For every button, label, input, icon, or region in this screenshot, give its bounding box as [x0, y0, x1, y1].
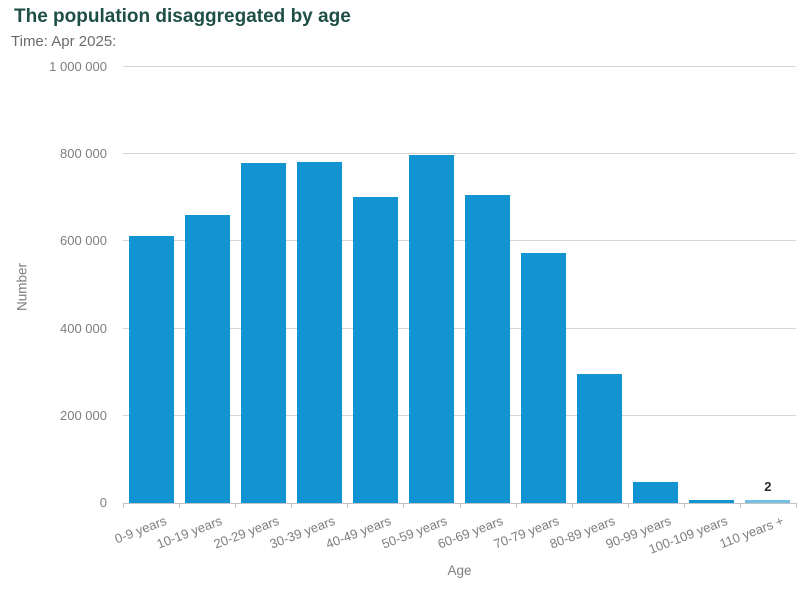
bar-slot [516, 67, 572, 503]
x-tick-label: 110 years + [717, 513, 786, 552]
bar-20-29-years[interactable] [240, 163, 286, 503]
bar-series: 2 [123, 67, 796, 503]
y-tick-label: 0 [99, 495, 107, 510]
bar-slot: 2 [740, 67, 796, 503]
y-gridline [123, 66, 796, 67]
bar-slot [291, 67, 347, 503]
y-gridline [123, 240, 796, 242]
bar-slot [179, 67, 235, 503]
x-tick [627, 503, 629, 508]
y-gridline [123, 327, 796, 329]
bar-slot [684, 67, 740, 503]
bar-90-99-years[interactable] [633, 482, 679, 503]
bar-slot [403, 67, 459, 503]
bar-slot [628, 67, 684, 503]
y-axis-tick-labels: 0 200 000 400 000 600 000 800 000 1 000 000 [0, 59, 107, 510]
x-tick [571, 503, 573, 508]
x-tick [291, 503, 293, 508]
y-tick-label: 600 000 [60, 233, 107, 249]
y-tick-label: 200 000 [60, 407, 107, 423]
bar-slot [572, 67, 628, 503]
bar-slot [235, 67, 291, 503]
x-tick [123, 503, 124, 508]
x-tick [459, 503, 461, 508]
bar-80-89-years[interactable] [577, 374, 623, 503]
bar-50-59-years[interactable] [408, 155, 454, 503]
x-tick [796, 503, 797, 508]
y-tick-label: 800 000 [60, 146, 107, 162]
bar-40-49-years[interactable] [352, 197, 398, 503]
x-tick [347, 503, 349, 508]
x-tick [515, 503, 517, 508]
bar-slot [459, 67, 515, 503]
x-axis-ticks [0, 503, 800, 509]
bar-110-years-+[interactable] [745, 500, 791, 503]
bar-slot [347, 67, 403, 503]
bar-30-39-years[interactable] [296, 162, 342, 503]
chart-subtitle: Time: Apr 2025: [11, 33, 117, 50]
y-gridline [123, 414, 796, 416]
x-tick [403, 503, 405, 508]
x-axis-tick-labels: 0-9 years 10-19 years 20-29 years 30-39 yea… [0, 503, 800, 561]
plot-area: 2 [123, 66, 796, 504]
x-tick [683, 503, 685, 508]
chart-title: The population disaggregated by age [14, 6, 351, 27]
bar-0-9-years[interactable] [128, 236, 174, 503]
x-tick [179, 503, 181, 508]
y-tick-label: 1 000 000 [49, 59, 107, 74]
bar-70-79-years[interactable] [521, 253, 567, 503]
bar-slot [123, 67, 179, 503]
x-tick [739, 503, 741, 508]
data-label: 2 [764, 479, 772, 494]
x-axis-title: Age [447, 563, 472, 578]
y-gridline [123, 153, 796, 155]
y-tick-label: 400 000 [60, 320, 107, 336]
bar-60-69-years[interactable] [465, 195, 510, 503]
bar-100-109-years[interactable] [689, 500, 735, 503]
bar-10-19-years[interactable] [184, 215, 230, 503]
x-tick [235, 503, 237, 508]
